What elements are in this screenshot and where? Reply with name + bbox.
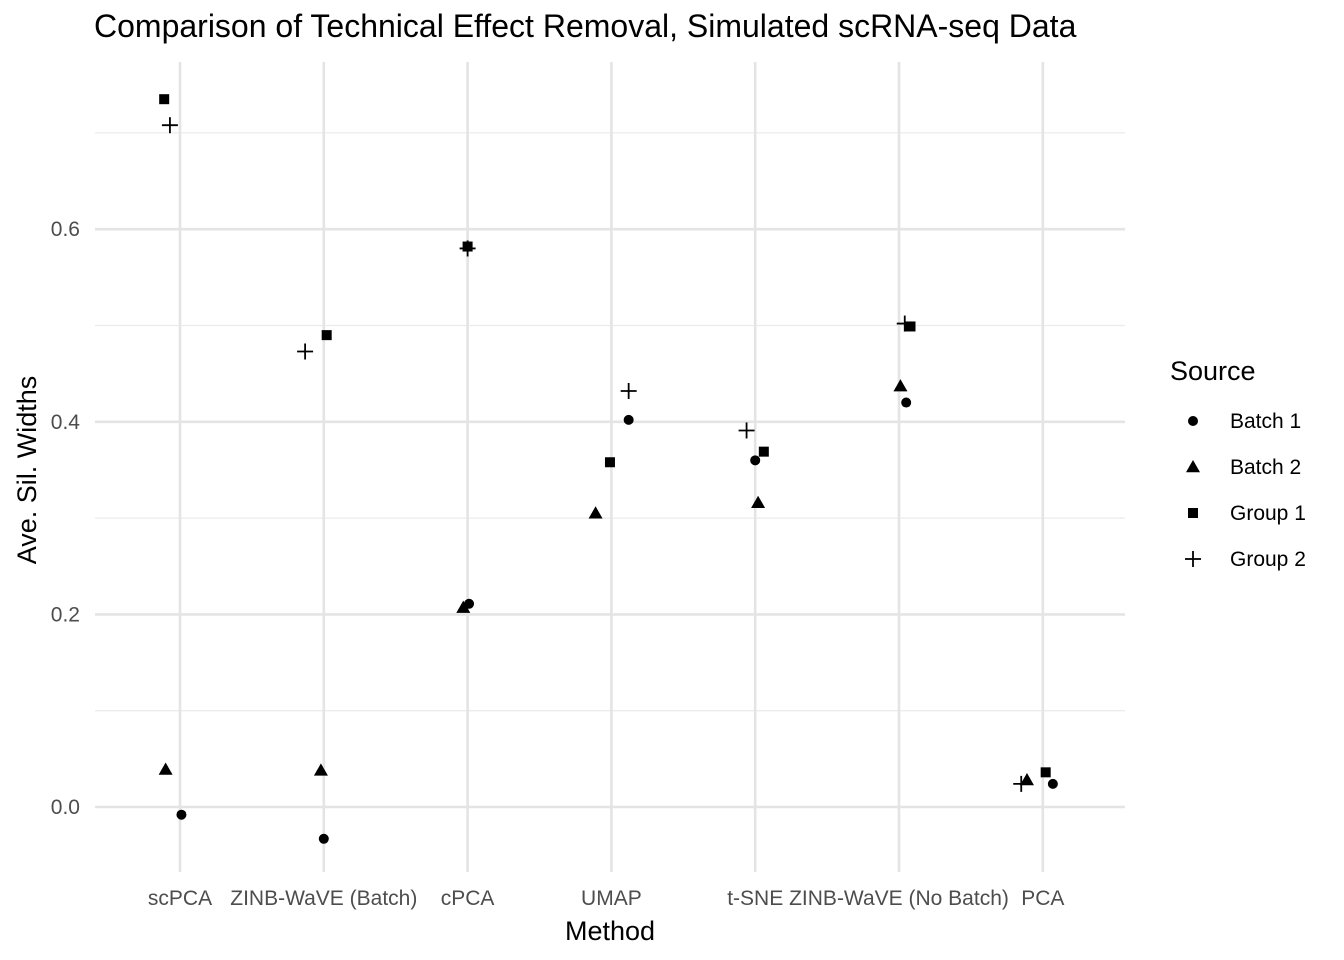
grid-major-lines [95,62,1125,872]
legend-title: Source [1170,356,1256,386]
point-group-2 [738,422,755,439]
point-group-1 [159,94,170,105]
point-batch-1 [464,598,475,609]
x-axis-title: Method [565,916,655,946]
point-batch-1 [176,809,187,820]
legend-label: Batch 2 [1230,456,1301,479]
point-batch-2 [158,762,173,775]
point-group-1 [321,330,332,341]
point-group-2 [459,240,476,257]
x-axis-tick-labels: scPCA ZINB-WaVE (Batch) cPCA UMAP t-SNE ZINB-… [148,887,1064,910]
point-batch-2 [1019,773,1034,786]
point-group-2 [297,343,314,360]
x-tick-label: ZINB-WaVE (No Batch) [789,887,1009,910]
y-tick-label: 0.6 [51,218,80,241]
legend-label: Group 2 [1230,548,1306,571]
point-batch-1 [623,414,634,425]
data-points [158,94,1058,844]
y-axis-title: Ave. Sil. Widths [12,376,42,565]
point-batch-2 [588,506,603,519]
point-batch-1 [901,397,912,408]
legend-key-group-2 [1185,551,1201,567]
point-group-2 [620,382,637,399]
legend: Source Batch 1 Batch 2 Group 1 Group 2 [1170,356,1306,571]
x-tick-label: scPCA [148,887,212,910]
x-tick-label: cPCA [441,887,495,910]
point-group-2 [161,117,178,134]
point-group-2 [1013,775,1030,792]
grid-minor-lines [95,132,1125,712]
legend-key-batch-1 [1188,416,1198,426]
y-axis-tick-labels: 0.0 0.2 0.4 0.6 [51,218,81,819]
chart-title: Comparison of Technical Effect Removal, … [94,8,1077,44]
legend-key-group-1 [1188,508,1198,518]
legend-label: Batch 1 [1230,410,1301,433]
point-batch-2 [893,379,908,392]
legend-key-batch-2 [1186,460,1200,473]
point-batch-2 [456,600,471,613]
y-tick-label: 0.4 [51,411,81,434]
point-group-2 [896,315,913,332]
point-group-1 [1040,767,1051,778]
point-batch-2 [313,763,328,776]
point-group-1 [758,446,769,457]
x-tick-label: t-SNE [727,887,783,910]
y-tick-label: 0.2 [51,603,80,626]
y-tick-label: 0.0 [51,796,80,819]
x-tick-label: UMAP [581,887,642,910]
x-tick-label: PCA [1021,887,1064,910]
point-batch-1 [318,833,329,844]
point-group-1 [905,321,916,332]
x-tick-label: ZINB-WaVE (Batch) [230,887,417,910]
point-batch-1 [750,455,761,466]
point-group-1 [604,457,615,468]
point-batch-2 [751,495,766,508]
point-batch-1 [1047,778,1058,789]
legend-label: Group 1 [1230,502,1306,525]
